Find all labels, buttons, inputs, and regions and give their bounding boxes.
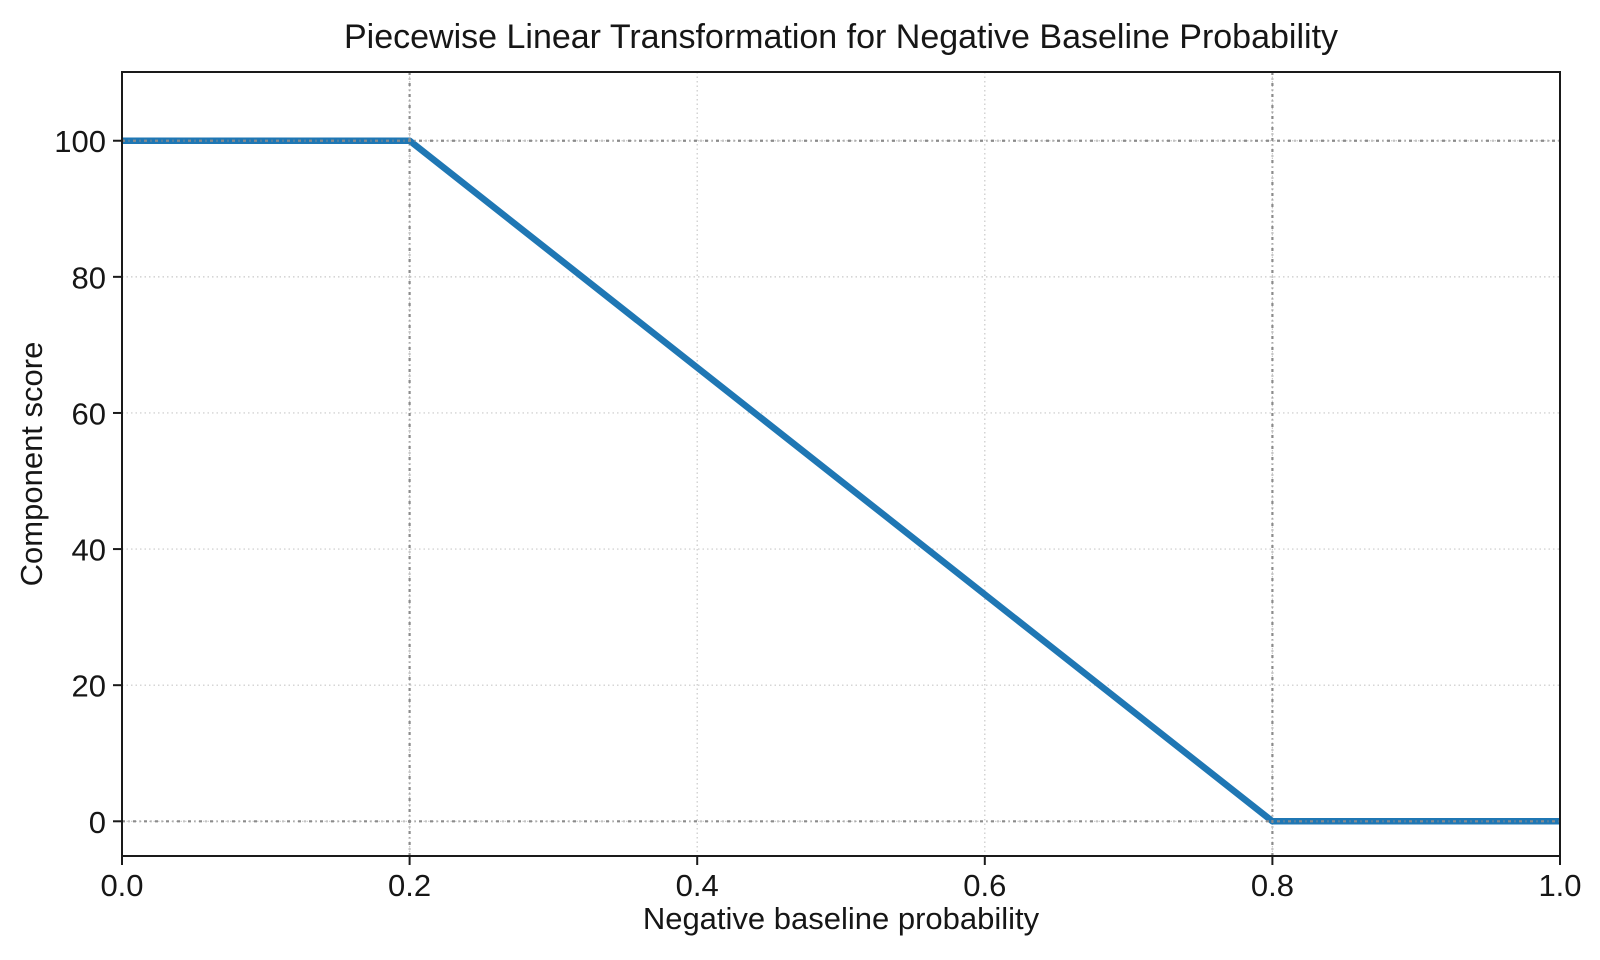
- y-tick-label: 20: [72, 669, 106, 704]
- axes-spines: [121, 71, 1561, 857]
- y-tick-label: 0: [89, 805, 106, 840]
- data-series: [122, 137, 1560, 825]
- x-tick-label: 0.0: [100, 868, 143, 903]
- y-axis-ticks: 0 20 40 60 80 100: [54, 124, 121, 840]
- x-tick-label: 0.8: [1251, 868, 1294, 903]
- y-tick-label: 40: [72, 533, 106, 568]
- plot-border: [121, 71, 1561, 857]
- reference-lines: [122, 72, 1560, 856]
- gridlines: [122, 72, 1560, 856]
- x-tick-label: 0.6: [963, 868, 1006, 903]
- series-line: [122, 137, 1560, 825]
- chart-title: Piecewise Linear Transformation for Nega…: [344, 18, 1338, 56]
- y-tick-label: 100: [54, 124, 106, 159]
- y-tick-label: 60: [72, 396, 106, 431]
- x-axis-label: Negative baseline probability: [643, 901, 1040, 936]
- x-tick-label: 0.4: [676, 868, 719, 903]
- x-tick-label: 0.2: [388, 868, 431, 903]
- x-tick-label: 1.0: [1538, 868, 1581, 903]
- x-axis-ticks: 0.0 0.2 0.4 0.6 0.8 1.0: [100, 857, 1582, 903]
- y-axis-label: Component score: [14, 342, 49, 587]
- y-tick-label: 80: [72, 260, 106, 295]
